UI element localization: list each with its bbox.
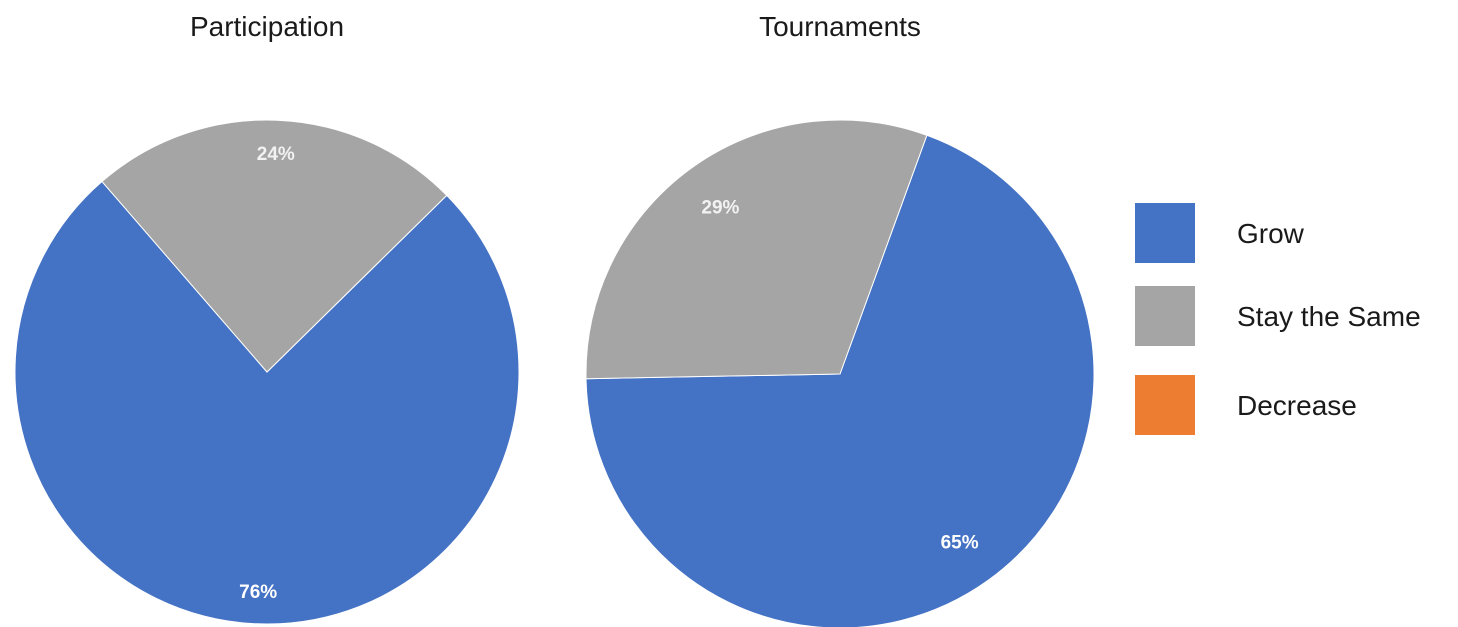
data-label-grow-participation: 76% — [239, 582, 277, 603]
data-label-grow-tournaments: 65% — [941, 532, 979, 553]
pie-chart-tournaments: Tournaments 65% 29% — [585, 11, 1095, 627]
legend-swatch-stay-the-same — [1135, 286, 1195, 346]
legend-label-grow: Grow — [1237, 218, 1305, 249]
pie-title-tournaments: Tournaments — [759, 11, 921, 42]
legend-swatch-grow — [1135, 203, 1195, 263]
data-label-stay-the-same-tournaments: 29% — [701, 198, 739, 219]
legend-label-stay-the-same: Stay the Same — [1237, 301, 1421, 332]
pie-title-participation: Participation — [190, 11, 344, 42]
pie-chart-participation: Participation 76% 24% — [14, 11, 520, 625]
legend-swatch-decrease — [1135, 375, 1195, 435]
pie-slices-participation — [14, 119, 520, 625]
legend-label-decrease: Decrease — [1237, 390, 1357, 421]
pie-slice-grow-tournaments — [585, 134, 1095, 627]
pie-slice-grow-participation — [14, 180, 520, 625]
chart-legend: Grow Stay the Same Decrease — [1135, 203, 1421, 435]
pie-slices-tournaments — [585, 119, 1095, 627]
pie-slice-stay-the-same-participation — [101, 119, 448, 373]
pie-labels-participation: 76% 24% — [239, 144, 295, 603]
data-label-stay-the-same-participation: 24% — [257, 144, 295, 165]
pie-labels-tournaments: 65% 29% — [701, 198, 978, 554]
pie-slice-stay-the-same-tournaments — [585, 119, 928, 380]
